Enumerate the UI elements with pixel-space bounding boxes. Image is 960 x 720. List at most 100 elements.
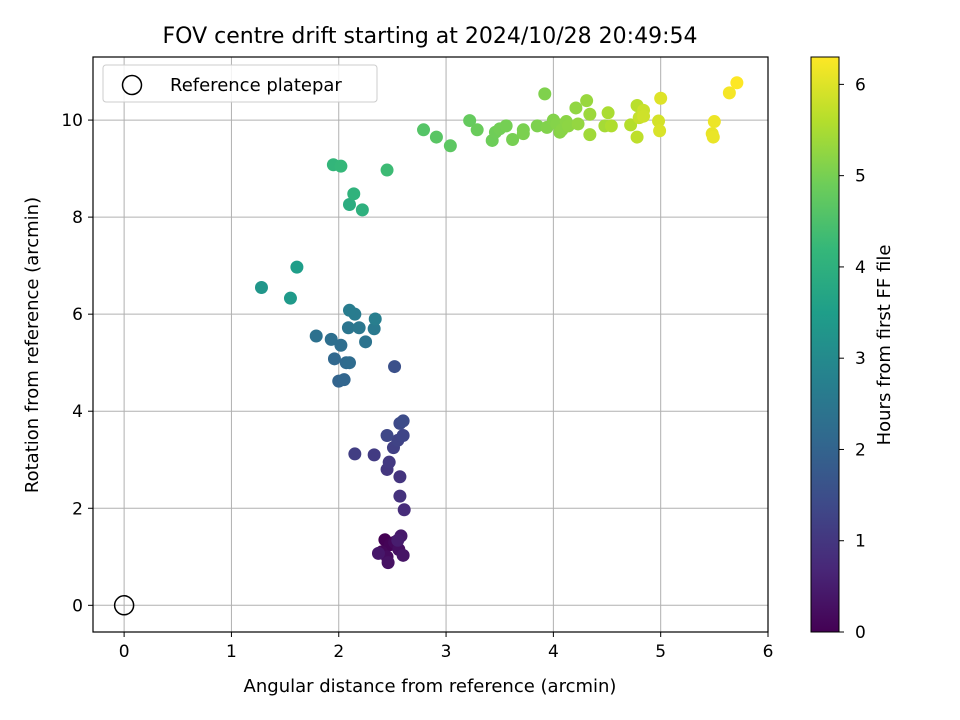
x-tick-label: 2 — [333, 642, 344, 662]
data-point — [397, 503, 411, 517]
data-point — [530, 119, 544, 133]
data-point — [706, 130, 720, 144]
data-point — [368, 312, 382, 326]
data-point — [337, 373, 351, 387]
legend: Reference platepar — [102, 64, 378, 103]
data-point — [652, 114, 666, 128]
colorbar-tick-label: 5 — [855, 167, 866, 187]
data-point — [290, 260, 304, 274]
data-point — [324, 332, 338, 346]
data-point — [571, 117, 585, 131]
x-tick-label: 4 — [548, 642, 559, 662]
data-point — [499, 119, 513, 133]
x-axis-ticks: 0 1 2 3 4 5 6 — [119, 632, 774, 662]
data-point — [443, 139, 457, 153]
colorbar-tick-label: 0 — [855, 623, 866, 643]
data-point — [254, 280, 268, 294]
y-axis-label: Rotation from reference (arcmin) — [22, 197, 43, 493]
x-tick-label: 1 — [226, 642, 237, 662]
plot-points — [113, 76, 744, 616]
data-point — [561, 119, 575, 133]
data-point — [393, 470, 407, 484]
data-point — [334, 159, 348, 173]
data-point — [283, 291, 297, 305]
data-point — [342, 356, 356, 370]
data-point — [429, 130, 443, 144]
data-point — [396, 428, 410, 442]
data-point — [604, 119, 618, 133]
x-tick-label: 3 — [441, 642, 452, 662]
data-point — [382, 455, 396, 469]
data-point — [309, 329, 323, 343]
data-point — [359, 335, 373, 349]
colorbar-gradient — [810, 56, 840, 633]
colorbar-tick-label: 2 — [855, 440, 866, 460]
chart-title: FOV centre drift starting at 2024/10/28 … — [163, 24, 698, 49]
y-axis-ticks: 0 2 4 6 8 10 — [61, 111, 93, 616]
data-point — [391, 533, 405, 547]
data-point — [352, 321, 366, 335]
data-point — [630, 130, 644, 144]
data-point — [637, 109, 651, 123]
data-point — [569, 101, 583, 115]
data-point — [654, 91, 668, 105]
y-tick-label: 0 — [72, 596, 83, 616]
data-point — [380, 163, 394, 177]
data-point — [722, 86, 736, 100]
data-point — [580, 94, 594, 108]
data-point — [388, 360, 402, 374]
legend-entry-label: Reference platepar — [170, 75, 342, 96]
data-point — [381, 556, 395, 570]
colorbar-tick-label: 6 — [855, 75, 866, 95]
colorbar-tick-label: 4 — [855, 258, 866, 278]
y-tick-label: 2 — [72, 499, 83, 519]
data-point — [355, 203, 369, 217]
data-point — [347, 187, 361, 201]
data-point — [470, 123, 484, 137]
colorbar-label: Hours from first FF file — [874, 245, 895, 446]
colorbar-tick-label: 3 — [855, 349, 866, 369]
data-point — [396, 548, 410, 562]
data-point — [624, 118, 638, 132]
legend-box — [102, 64, 378, 103]
data-point — [653, 124, 667, 138]
data-point — [327, 352, 341, 366]
y-tick-label: 10 — [61, 111, 83, 131]
data-point — [538, 87, 552, 101]
data-point — [506, 132, 520, 146]
y-tick-label: 8 — [72, 208, 83, 228]
data-point — [396, 414, 410, 428]
x-tick-label: 6 — [763, 642, 774, 662]
data-point — [334, 338, 348, 352]
colorbar-ticks: 0 1 2 3 4 5 6 — [839, 75, 866, 643]
colorbar: 0 1 2 3 4 5 6 Hours from first FF file — [810, 56, 895, 643]
data-point — [367, 448, 381, 462]
data-point — [730, 76, 744, 90]
data-point — [342, 303, 356, 317]
data-point — [463, 114, 477, 128]
x-axis-label: Angular distance from reference (arcmin) — [244, 676, 617, 697]
data-point — [417, 123, 431, 137]
plot-border — [92, 56, 769, 633]
data-point — [583, 107, 597, 121]
data-point — [342, 198, 356, 212]
colorbar-tick-label: 1 — [855, 532, 866, 552]
x-tick-label: 5 — [655, 642, 666, 662]
legend-reference-marker — [121, 74, 143, 96]
reference-platepar-marker — [113, 595, 135, 616]
plot-frame — [92, 56, 769, 633]
data-point — [367, 322, 381, 336]
data-point — [583, 128, 597, 142]
data-point — [516, 127, 530, 141]
data-point — [707, 115, 721, 129]
data-point — [341, 321, 355, 335]
y-tick-label: 6 — [72, 305, 83, 325]
plot-grid — [93, 57, 769, 632]
data-point — [393, 489, 407, 503]
data-point — [601, 106, 615, 120]
data-point — [380, 428, 394, 442]
data-point — [348, 447, 362, 461]
y-tick-label: 4 — [72, 402, 83, 422]
data-point — [371, 546, 385, 560]
